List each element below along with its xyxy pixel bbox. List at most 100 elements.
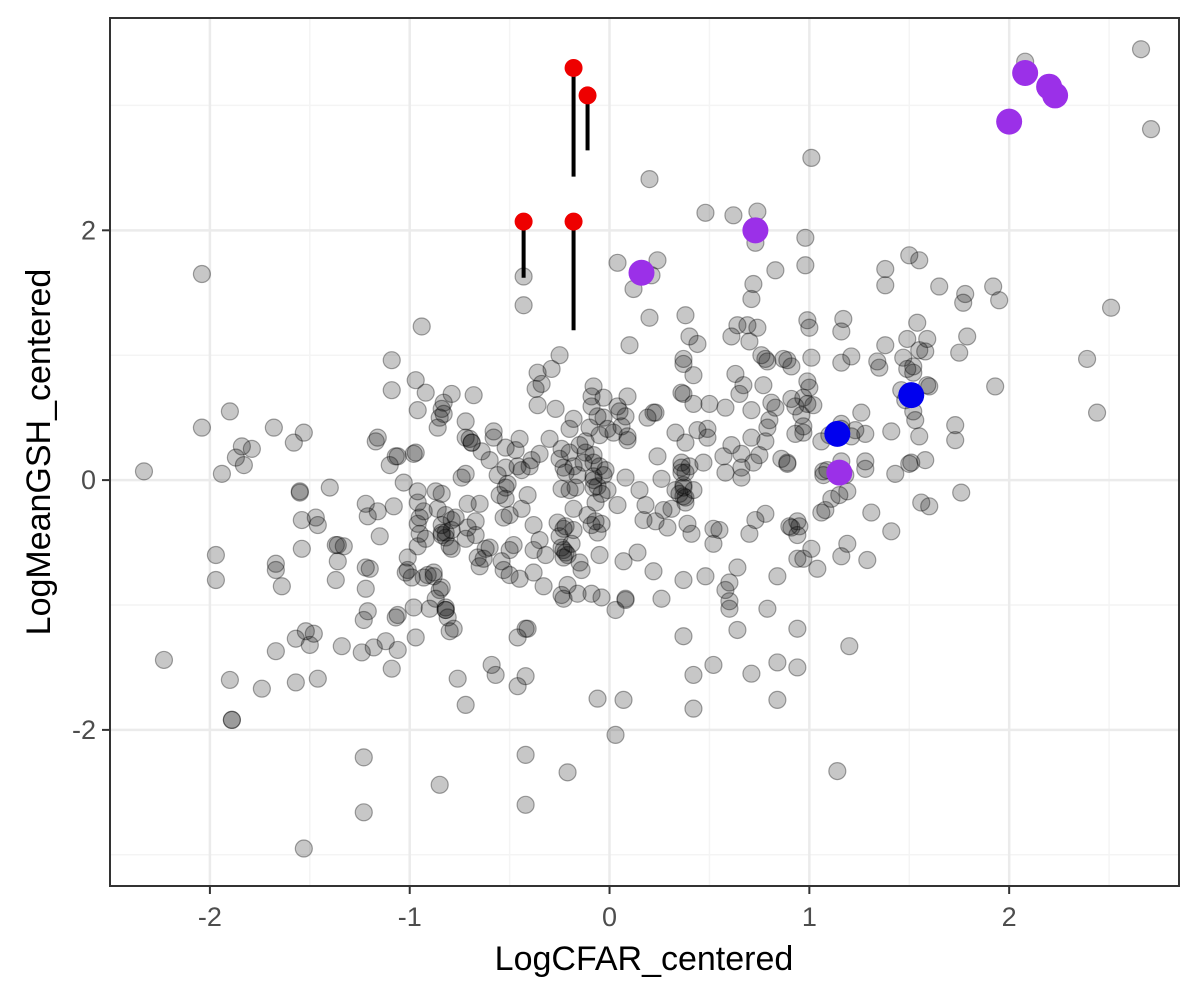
data-point — [294, 839, 313, 858]
data-point — [430, 580, 449, 600]
data-point — [326, 535, 345, 555]
data-point — [1131, 40, 1151, 59]
data-point — [524, 540, 543, 560]
data-point — [408, 482, 427, 501]
data-point — [886, 464, 905, 483]
data-point — [556, 463, 575, 482]
data-point — [768, 690, 787, 710]
data-point — [852, 403, 871, 422]
data-point — [560, 480, 579, 500]
data-point — [552, 538, 571, 557]
data-point — [556, 543, 575, 562]
data-point — [910, 251, 929, 270]
data-point — [748, 318, 767, 337]
data-point — [652, 589, 671, 608]
data-point — [456, 464, 475, 483]
data-point — [666, 423, 685, 442]
data-point — [930, 277, 949, 296]
data-point — [556, 517, 575, 536]
data-point — [418, 565, 437, 585]
data-point — [582, 515, 601, 535]
data-point — [754, 376, 773, 395]
data-point — [584, 453, 603, 472]
data-point — [432, 399, 451, 419]
data-point — [774, 349, 793, 369]
data-point — [554, 540, 573, 560]
data-point — [654, 500, 673, 520]
data-point — [680, 457, 699, 476]
data-point — [456, 428, 475, 447]
data-point — [474, 549, 493, 568]
data-point — [788, 525, 807, 545]
data-point — [266, 560, 285, 580]
data-point — [662, 499, 681, 518]
data-point — [760, 411, 779, 430]
data-point — [676, 433, 695, 452]
data-point — [734, 376, 753, 395]
data-point — [286, 673, 305, 692]
data-point — [882, 422, 901, 441]
data-point — [898, 359, 917, 379]
data-point — [436, 528, 455, 547]
data-point — [916, 342, 935, 361]
data-point — [756, 349, 775, 369]
data-point — [742, 401, 761, 420]
data-point — [428, 499, 447, 518]
data-point — [882, 522, 901, 541]
data-point — [524, 563, 543, 582]
data-point — [616, 589, 635, 608]
data-point — [408, 401, 427, 420]
data-point — [716, 398, 735, 417]
data-point — [432, 523, 451, 542]
x-tick-label: 2 — [1002, 902, 1017, 932]
data-point — [530, 530, 549, 550]
data-point — [306, 508, 325, 527]
data-point — [436, 598, 455, 617]
data-point — [726, 364, 745, 384]
data-point — [576, 432, 595, 451]
data-point — [828, 761, 847, 781]
data-point — [608, 397, 627, 416]
data-point — [616, 407, 635, 426]
data-point — [676, 488, 695, 507]
data-point — [720, 592, 739, 611]
data-point — [442, 539, 461, 558]
data-point — [436, 600, 455, 620]
data-point — [462, 433, 481, 452]
data-point — [876, 336, 895, 355]
data-point — [614, 690, 633, 710]
data-point — [696, 203, 715, 222]
data-point — [682, 524, 701, 543]
data-point — [710, 520, 729, 540]
data-point — [990, 291, 1009, 310]
data-point — [354, 748, 373, 767]
data-point — [252, 679, 271, 698]
data-point — [598, 419, 617, 438]
data-point — [404, 444, 423, 463]
y-axis-ticks: -2 0 2 — [72, 215, 110, 745]
x-axis-title: LogCFAR_centered — [495, 940, 794, 978]
data-point — [750, 446, 769, 465]
data-point — [516, 619, 535, 638]
data-point — [762, 393, 781, 412]
data-point — [516, 667, 535, 686]
data-point — [430, 775, 449, 794]
data-point — [730, 384, 749, 404]
data-point — [408, 514, 427, 533]
data-point — [586, 493, 605, 512]
data-point — [384, 497, 403, 516]
data-point — [304, 624, 323, 643]
data-point — [554, 519, 573, 538]
data-point — [794, 388, 813, 407]
x-tick-label: -1 — [398, 902, 422, 932]
purple-point — [1012, 59, 1039, 86]
data-point — [486, 665, 505, 685]
data-point — [684, 480, 703, 500]
data-point — [582, 584, 601, 603]
data-point — [220, 402, 239, 421]
data-point — [628, 543, 647, 562]
data-point — [328, 552, 347, 571]
data-point — [402, 568, 421, 587]
data-point — [222, 710, 241, 729]
